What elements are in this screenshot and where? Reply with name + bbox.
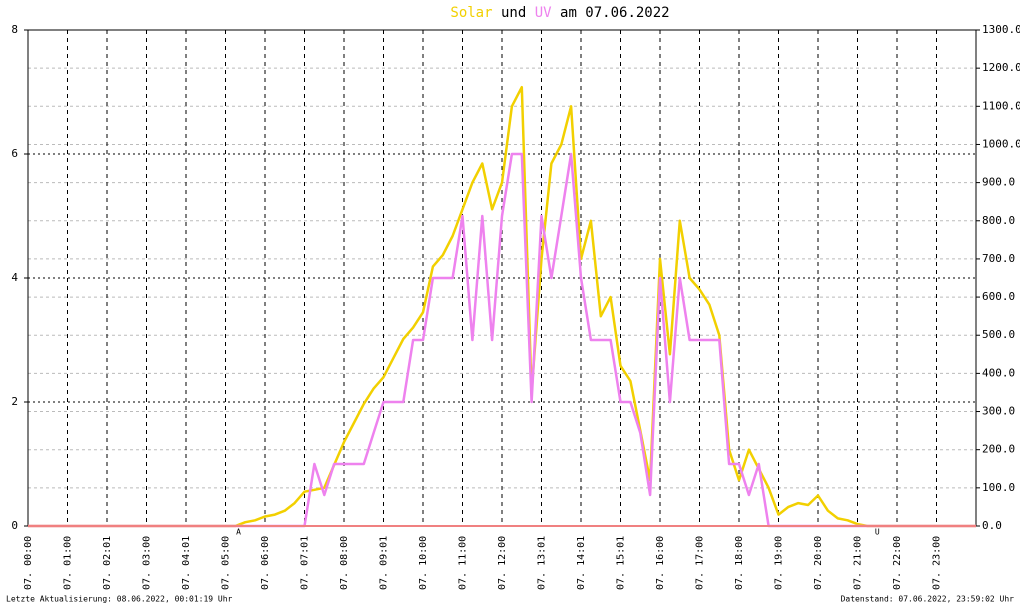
y2-tick-label: 700.0 bbox=[982, 252, 1015, 265]
y2-tick-label: 400.0 bbox=[982, 366, 1015, 379]
x-tick-label: 07. 00:00 bbox=[23, 536, 34, 590]
y2-tick-label: 100.0 bbox=[982, 481, 1015, 494]
y2-tick-label: 1100.0 bbox=[982, 99, 1020, 112]
y2-tick-label: 800.0 bbox=[982, 214, 1015, 227]
x-tick-label: 07. 09:01 bbox=[379, 536, 390, 590]
x-tick-label: 07. 06:00 bbox=[260, 536, 271, 590]
x-tick-label: 07. 14:01 bbox=[576, 536, 587, 590]
x-tick-label: 07. 22:00 bbox=[892, 536, 903, 590]
y2-tick-label: 1300.0 bbox=[982, 23, 1020, 36]
y-tick-label: 6 bbox=[11, 147, 18, 160]
y-tick-label: 0 bbox=[11, 519, 18, 532]
x-tick-label: 07. 17:00 bbox=[695, 536, 706, 590]
y2-tick-label: 1200.0 bbox=[982, 61, 1020, 74]
x-tick-label: 07. 04:01 bbox=[181, 536, 192, 590]
title-solar: Solar bbox=[450, 5, 492, 21]
x-tick-label: 07. 05:00 bbox=[221, 536, 232, 590]
x-tick-label: 07. 07:01 bbox=[300, 536, 311, 590]
x-tick-label: 07. 21:00 bbox=[853, 536, 864, 590]
y2-tick-label: 600.0 bbox=[982, 290, 1015, 303]
y2-tick-label: 1000.0 bbox=[982, 137, 1020, 150]
x-tick-label: 07. 02:01 bbox=[102, 536, 113, 590]
y2-tick-label: 200.0 bbox=[982, 443, 1015, 456]
x-tick-label: 07. 13:01 bbox=[537, 536, 548, 590]
title-date: am 07.06.2022 bbox=[560, 5, 670, 21]
y-tick-label: 4 bbox=[11, 271, 18, 284]
x-tick-label: 07. 03:00 bbox=[142, 536, 153, 590]
x-tick-label: 07. 01:00 bbox=[63, 536, 74, 590]
annotation: A bbox=[236, 528, 241, 537]
y-tick-label: 8 bbox=[11, 23, 18, 36]
x-tick-label: 07. 08:00 bbox=[339, 536, 350, 590]
x-tick-label: 07. 12:00 bbox=[497, 536, 508, 590]
chart-title: Solar und UV am 07.06.2022 bbox=[450, 5, 669, 21]
footer-right: Datenstand: 07.06.2022, 23:59:02 Uhr bbox=[841, 595, 1015, 604]
x-tick-label: 07. 20:00 bbox=[813, 536, 824, 590]
x-tick-label: 07. 18:00 bbox=[734, 536, 745, 590]
y2-tick-label: 500.0 bbox=[982, 328, 1015, 341]
annotation: U bbox=[875, 528, 880, 537]
title-uv: UV bbox=[535, 5, 552, 21]
y2-tick-label: 0.0 bbox=[982, 519, 1002, 532]
y2-tick-label: 900.0 bbox=[982, 176, 1015, 189]
x-tick-label: 07. 19:00 bbox=[774, 536, 785, 590]
x-tick-label: 07. 23:00 bbox=[932, 536, 943, 590]
title-und: und bbox=[501, 5, 526, 21]
x-tick-label: 07. 15:01 bbox=[616, 536, 627, 590]
x-tick-label: 07. 11:00 bbox=[458, 536, 469, 590]
x-tick-label: 07. 10:00 bbox=[418, 536, 429, 590]
x-tick-label: 07. 16:00 bbox=[655, 536, 666, 590]
footer-left: Letzte Aktualisierung: 08.06.2022, 00:01… bbox=[6, 595, 233, 604]
y-tick-label: 2 bbox=[11, 395, 18, 408]
series-line bbox=[28, 85, 976, 528]
y2-tick-label: 300.0 bbox=[982, 405, 1015, 418]
